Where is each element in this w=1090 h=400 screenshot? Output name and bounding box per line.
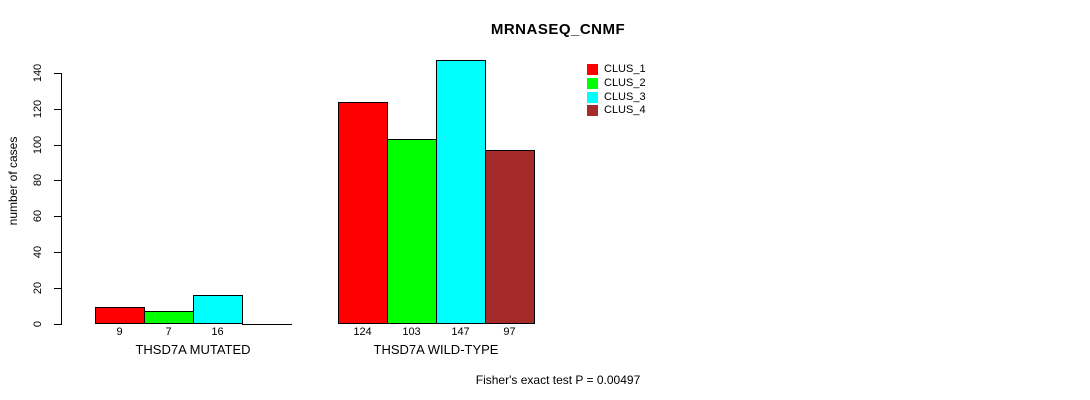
bar-clus_1 — [338, 101, 388, 325]
bar-value-label: 97 — [503, 326, 516, 338]
bar-clus_3 — [436, 60, 486, 325]
bar-clus_4-zero — [242, 323, 292, 325]
bar-value-label: 7 — [165, 326, 172, 338]
legend-label: CLUS_2 — [604, 76, 646, 89]
legend-swatch — [587, 91, 598, 103]
legend-label: CLUS_4 — [604, 104, 646, 117]
y-tick-mark — [54, 323, 61, 325]
y-tick-label: 120 — [32, 99, 44, 118]
y-tick-mark — [54, 144, 61, 146]
legend-item: CLUS_2 — [587, 76, 646, 89]
y-tick-label: 40 — [32, 245, 44, 259]
y-axis-line — [61, 73, 62, 325]
y-tick-label: 20 — [32, 281, 44, 294]
bar-clus_1 — [95, 307, 145, 325]
bar-value-label: 147 — [451, 326, 470, 338]
annotation-text: Fisher's exact test P = 0.00497 — [475, 373, 641, 387]
y-axis-label: number of cases — [6, 136, 20, 226]
y-tick-label: 0 — [32, 320, 44, 327]
bar-clus_2 — [144, 310, 194, 325]
y-tick-mark — [54, 180, 61, 182]
bar-value-label: 103 — [402, 326, 421, 338]
bar-value-label: 124 — [353, 326, 372, 338]
legend-swatch — [587, 77, 598, 89]
legend-label: CLUS_3 — [604, 90, 646, 103]
y-tick-mark — [54, 108, 61, 110]
y-tick-mark — [54, 216, 61, 218]
x-group-label: THSD7A MUTATED — [135, 342, 251, 357]
legend-swatch — [587, 105, 598, 117]
bar-value-label: 9 — [116, 326, 123, 338]
legend-item: CLUS_3 — [587, 90, 646, 103]
y-tick-mark — [54, 73, 61, 74]
y-tick-label: 140 — [32, 63, 44, 83]
legend-item: CLUS_1 — [587, 64, 646, 75]
y-tick-mark — [54, 287, 61, 289]
chart-title: MRNASEQ_CNMF — [490, 21, 626, 38]
y-tick-label: 80 — [32, 174, 44, 187]
x-group-label: THSD7A WILD-TYPE — [373, 342, 499, 357]
bar-value-label: 16 — [211, 326, 224, 338]
legend-label: CLUS_1 — [604, 63, 646, 75]
y-tick-label: 100 — [32, 135, 44, 154]
y-tick-mark — [54, 251, 61, 253]
bar-clus_4 — [485, 149, 535, 325]
legend-item: CLUS_4 — [587, 104, 646, 117]
bar-clus_2 — [387, 139, 437, 325]
y-tick-label: 60 — [32, 210, 44, 223]
bar-clus_3 — [193, 294, 243, 325]
legend-swatch — [587, 64, 598, 75]
